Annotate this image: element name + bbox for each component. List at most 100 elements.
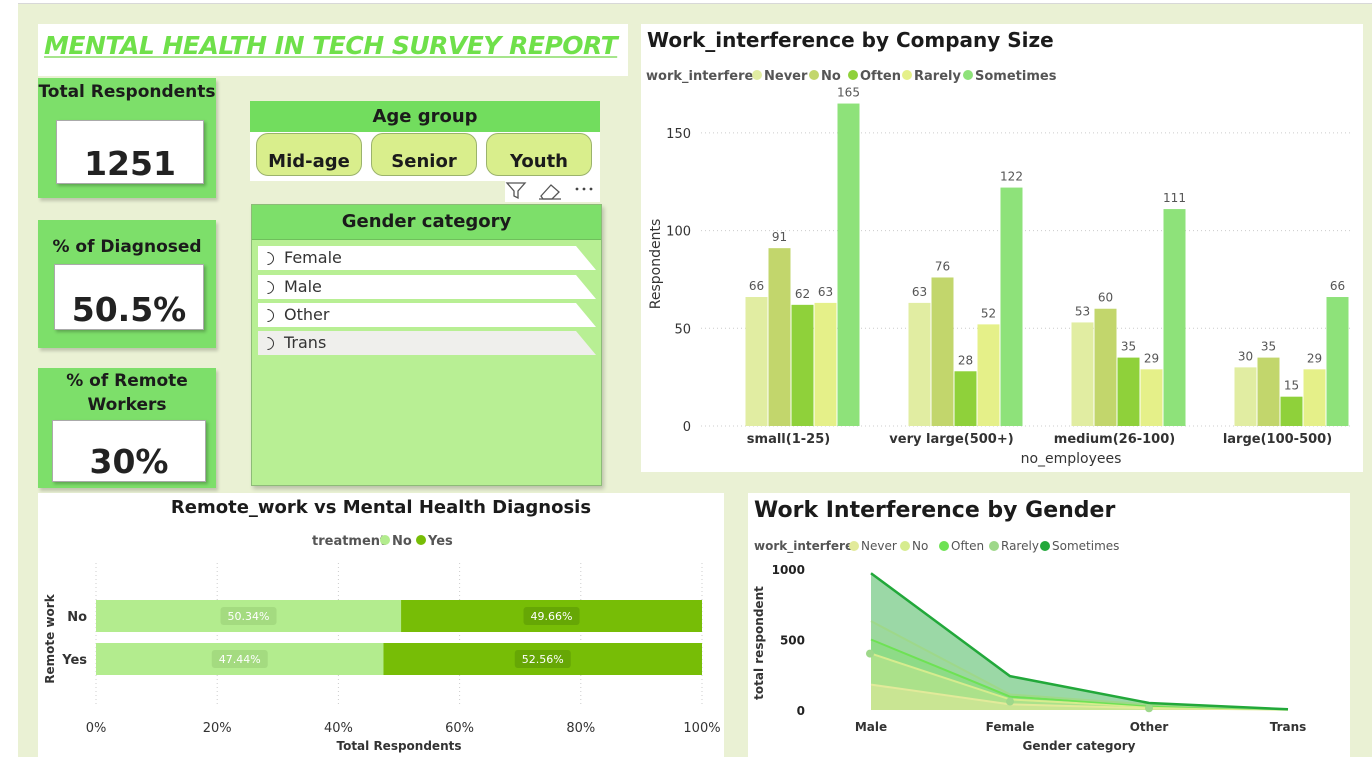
data-label: 111 xyxy=(1163,191,1186,205)
legend-marker xyxy=(902,70,912,80)
data-label: 122 xyxy=(1000,170,1023,184)
kpi-label: % of Diagnosed xyxy=(52,237,202,257)
x-axis-label: Total Respondents xyxy=(336,739,461,753)
data-label: 52 xyxy=(981,306,996,320)
data-point xyxy=(1145,704,1153,713)
kpi-diagnosed[interactable]: % of Diagnosed 50.5% xyxy=(38,220,216,348)
kpi-value: 30% xyxy=(89,442,169,481)
area-fill xyxy=(871,639,1288,710)
filter-icon[interactable] xyxy=(505,182,527,200)
data-label: 60 xyxy=(1098,291,1113,305)
bar xyxy=(837,103,860,427)
data-label: 50.34% xyxy=(228,610,270,623)
x-tick-label: 80% xyxy=(566,721,595,736)
legend-title: treatment xyxy=(312,534,386,549)
age-option-youth[interactable]: Youth xyxy=(486,133,592,176)
x-axis-label: no_employees xyxy=(1021,451,1122,467)
legend-label: Often xyxy=(951,539,984,553)
left-strip xyxy=(0,0,18,757)
bar xyxy=(1000,187,1023,426)
y-tick-label: 100 xyxy=(666,225,691,240)
gender-area-chart: work_interfere Never No Often Rarely Sometime… xyxy=(752,539,1307,753)
data-label: 30 xyxy=(1238,349,1253,363)
x-tick-label: 0% xyxy=(86,721,107,736)
area-fill xyxy=(871,684,1288,710)
legend-marker xyxy=(416,535,426,545)
data-label-bg xyxy=(220,607,277,625)
legend-label: Rarely xyxy=(1001,539,1039,553)
legend-label: Never xyxy=(764,69,808,84)
data-label: 76 xyxy=(935,259,950,273)
bar xyxy=(1071,322,1094,426)
y-tick-label: 500 xyxy=(780,634,805,648)
gender-option-label: Other xyxy=(284,305,330,324)
legend-marker xyxy=(380,535,390,545)
data-label: 29 xyxy=(1144,351,1159,365)
data-label: 52.56% xyxy=(522,653,564,666)
more-options-icon[interactable] xyxy=(575,187,593,191)
legend-marker xyxy=(752,70,762,80)
age-option-senior[interactable]: Senior xyxy=(371,133,477,176)
x-axis-label: Gender category xyxy=(1022,739,1135,753)
data-label: 53 xyxy=(1075,304,1090,318)
kpi-value: 1251 xyxy=(84,144,176,183)
legend-title: work_interfere xyxy=(646,69,754,84)
bar xyxy=(1140,369,1163,426)
eraser-icon[interactable] xyxy=(539,184,561,200)
gender-option-male[interactable]: Male xyxy=(258,275,596,299)
x-tick-label: Male xyxy=(855,720,887,734)
bar xyxy=(1257,357,1280,426)
kpi-total-respondents[interactable]: Total Respondents 1251 xyxy=(38,78,216,198)
x-tick-label: small(1-25) xyxy=(747,432,830,447)
area-fill xyxy=(871,653,1288,710)
report-title-box: MENTAL HEALTH IN TECH SURVEY REPORT xyxy=(38,24,628,76)
gender-option-other[interactable]: Other xyxy=(258,303,596,327)
x-tick-label: very large(500+) xyxy=(889,432,1013,447)
gender-category-slicer: Gender category Female Male Other Trans xyxy=(251,204,602,486)
slicer-toolbar-icons xyxy=(505,182,593,200)
legend-label: No xyxy=(912,539,928,553)
legend-label: Sometimes xyxy=(975,69,1057,84)
legend-label: Yes xyxy=(427,534,453,549)
bar xyxy=(791,304,814,426)
y-tick-label: 0 xyxy=(797,704,805,718)
data-label: 47.44% xyxy=(219,653,261,666)
bar xyxy=(1303,369,1326,426)
age-option-mid-age[interactable]: Mid-age xyxy=(256,133,362,176)
kpi-label: % of Remote Workers xyxy=(66,371,188,415)
gender-option-trans[interactable]: Trans xyxy=(258,331,596,355)
x-tick-label: 40% xyxy=(324,721,353,736)
company-size-bar-chart: work_interfere Never No Often Rarely Sometime… xyxy=(646,69,1353,467)
legend-marker xyxy=(989,541,999,551)
x-tick-label: Trans xyxy=(1270,720,1307,734)
slicer-toolbar xyxy=(505,180,600,202)
legend-marker xyxy=(963,70,973,80)
kpi-value: 50.5% xyxy=(71,290,187,329)
company-size-chart-panel: Work_interference by Company Size work_i… xyxy=(641,24,1363,472)
gender-area-chart-panel: Work Interference by Gender work_interfe… xyxy=(748,493,1350,757)
kpi-card: 1251 xyxy=(56,120,204,184)
x-tick-label: large(100-500) xyxy=(1223,432,1332,447)
data-label: 91 xyxy=(772,230,787,244)
gender-option-female[interactable]: Female xyxy=(258,246,596,270)
data-point xyxy=(866,649,874,658)
legend-marker xyxy=(849,541,859,551)
age-group-title: Age group xyxy=(250,101,600,132)
y-axis-label: Respondents xyxy=(648,219,664,310)
legend-label: Sometimes xyxy=(1052,539,1119,553)
data-label: 35 xyxy=(1261,340,1276,354)
remote-work-stacked-bar-chart: treatment No Yes 0% 20% 40% 60% 80% 100% No 50.34%… xyxy=(43,534,721,753)
data-label: 62 xyxy=(795,287,810,301)
chart-title: Work_interference by Company Size xyxy=(647,28,1054,52)
top-toolbar-line xyxy=(18,0,1372,4)
data-label-bg xyxy=(211,650,268,668)
x-tick-label: 100% xyxy=(683,721,720,736)
bar xyxy=(954,371,977,426)
x-tick-label: Other xyxy=(1130,720,1169,734)
kpi-remote-workers[interactable]: % of Remote Workers 30% xyxy=(38,368,216,488)
data-label: 49.66% xyxy=(531,610,573,623)
data-label-bg xyxy=(523,607,580,625)
y-tick-label: 50 xyxy=(674,322,691,337)
kpi-card: 50.5% xyxy=(54,264,204,330)
data-label: 15 xyxy=(1284,379,1299,393)
